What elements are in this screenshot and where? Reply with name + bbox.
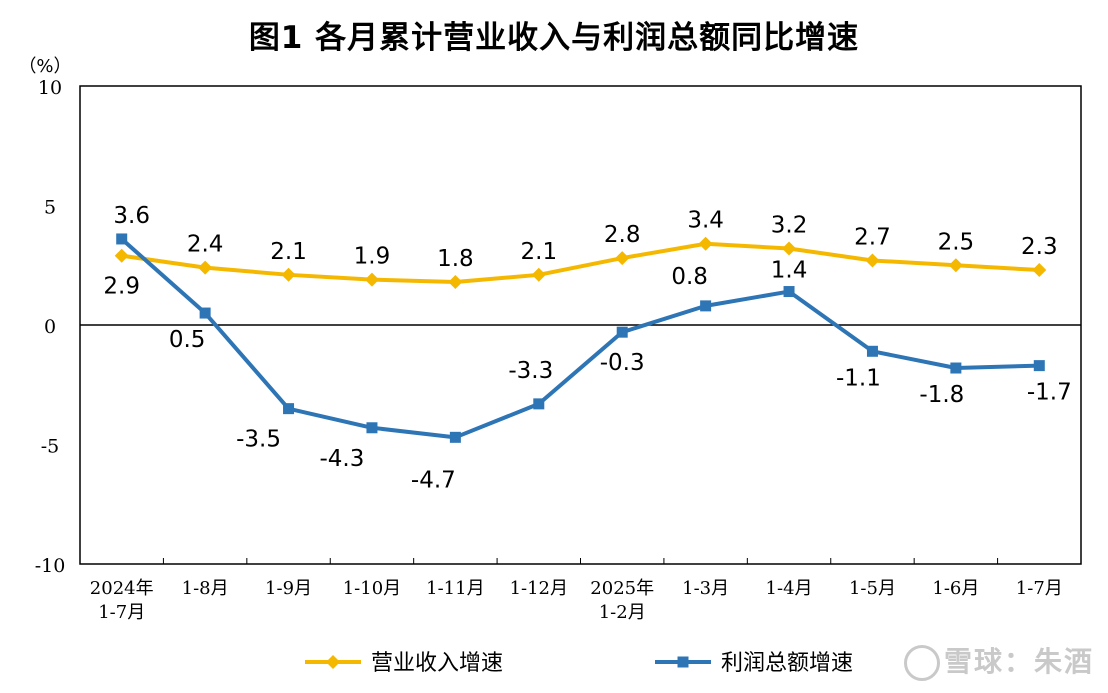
- data-label: 0.8: [671, 264, 708, 290]
- x-tick-label: 1-5月: [849, 578, 896, 599]
- data-label: 2.7: [854, 224, 891, 250]
- watermark: 雪球：朱酒: [903, 640, 1094, 681]
- data-point-revenue: [698, 236, 713, 251]
- data-point-revenue: [448, 274, 463, 289]
- data-label: 2.9: [103, 274, 140, 300]
- x-tick-label: 1-8月: [182, 578, 229, 599]
- data-label: -4.3: [320, 446, 365, 472]
- data-label: 1.4: [771, 258, 808, 284]
- data-label: -0.3: [600, 350, 645, 376]
- data-point-revenue: [281, 267, 296, 282]
- y-axis-unit-label: （%）: [18, 56, 71, 77]
- data-label: -3.3: [508, 358, 553, 384]
- x-tick-label: 2025年 1-2月: [590, 578, 654, 623]
- chart-title: 图1 各月累计营业收入与利润总额同比增速: [248, 20, 860, 56]
- data-point-revenue: [1032, 263, 1047, 278]
- data-point-revenue: [198, 260, 213, 275]
- x-tick-label: 2024年 1-7月: [90, 578, 154, 623]
- data-point-profit: [366, 422, 378, 434]
- data-point-profit: [700, 300, 712, 312]
- data-label: -1.1: [836, 365, 881, 391]
- data-point-revenue: [531, 267, 546, 282]
- data-label: 3.6: [113, 203, 150, 229]
- data-point-revenue: [782, 241, 797, 256]
- data-label: 3.4: [687, 208, 724, 234]
- y-tick-label: 10: [38, 77, 62, 99]
- data-label: -1.7: [1027, 380, 1072, 406]
- x-tick-label: 1-6月: [932, 578, 979, 599]
- data-label: -3.5: [236, 427, 281, 453]
- snowball-logo-icon: [903, 645, 940, 681]
- y-tick-label: 0: [44, 316, 56, 338]
- data-label: 2.1: [270, 239, 307, 265]
- y-tick-label: 5: [44, 197, 56, 219]
- data-label: 2.5: [938, 229, 975, 255]
- data-label: 2.1: [521, 239, 558, 265]
- data-point-profit: [783, 286, 795, 298]
- x-tick-label: 1-11月: [426, 578, 484, 599]
- legend-marker-square: [677, 656, 689, 668]
- y-tick-label: -10: [35, 555, 66, 577]
- data-label: 2.8: [604, 222, 641, 248]
- data-point-profit: [1033, 360, 1045, 372]
- data-point-revenue: [865, 253, 880, 268]
- series-line-profit: [120, 237, 1040, 440]
- data-label: 3.2: [771, 213, 808, 239]
- data-label: 1.9: [354, 244, 391, 270]
- x-tick-label: 1-10月: [343, 578, 401, 599]
- data-label: 1.8: [437, 246, 474, 272]
- data-label: 0.5: [169, 327, 206, 353]
- x-tick-label: 1-3月: [682, 578, 729, 599]
- data-point-revenue: [948, 258, 963, 273]
- data-point-revenue: [364, 272, 379, 287]
- data-point-profit: [449, 431, 461, 443]
- data-point-profit: [533, 398, 545, 410]
- legend-label: 营业收入增速: [371, 651, 503, 676]
- data-point-revenue: [615, 251, 630, 266]
- data-point-profit: [616, 326, 628, 338]
- series-line-revenue: [121, 241, 1040, 284]
- data-point-profit: [950, 362, 962, 374]
- x-tick-label: 1-7月: [1016, 578, 1063, 599]
- x-tick-label: 1-12月: [510, 578, 568, 599]
- data-label: 2.3: [1021, 234, 1058, 260]
- data-point-profit: [116, 233, 128, 245]
- data-point-profit: [199, 307, 211, 319]
- x-tick-label: 1-4月: [766, 578, 813, 599]
- data-label: 2.4: [187, 232, 224, 258]
- y-tick-label: -5: [41, 436, 60, 458]
- data-point-profit: [283, 403, 295, 415]
- legend-label: 利润总额增速: [721, 651, 853, 676]
- watermark-text: 雪球：朱酒: [943, 645, 1094, 678]
- data-label: -4.7: [411, 467, 456, 493]
- x-tick-label: 1-9月: [265, 578, 312, 599]
- data-point-revenue: [114, 248, 129, 263]
- data-label: -1.8: [919, 382, 964, 408]
- data-point-profit: [866, 345, 878, 357]
- legend-marker-diamond: [326, 655, 340, 669]
